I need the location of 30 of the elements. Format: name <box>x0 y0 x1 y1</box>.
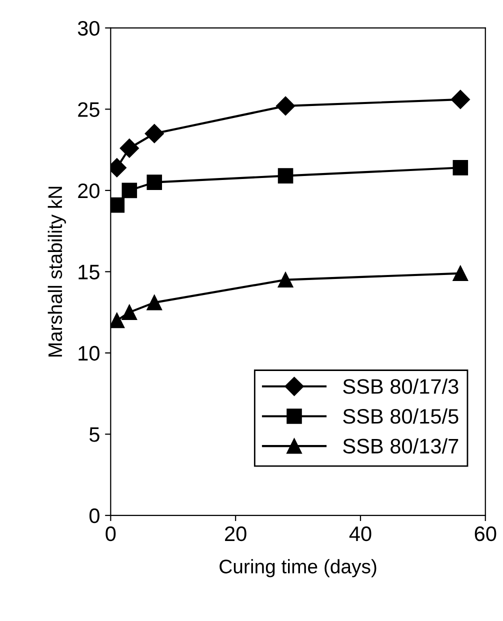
point <box>144 124 164 144</box>
x-axis-title: Curing time (days) <box>220 559 376 578</box>
point <box>120 138 139 158</box>
point <box>110 197 125 213</box>
legend-label: SSB 80/15/5 <box>343 408 458 424</box>
y-tick-label: 15 <box>78 264 100 280</box>
legend-label: SSB 80/13/7 <box>343 438 458 454</box>
legend-label: SSB 80/17/3 <box>343 378 458 394</box>
point <box>122 182 138 198</box>
point <box>146 294 162 310</box>
y-tick-label: 20 <box>78 183 100 198</box>
point <box>450 90 470 109</box>
point <box>276 96 296 116</box>
point <box>278 272 294 288</box>
x-tick-label: 0 <box>106 526 116 542</box>
x-tick-label: 60 <box>474 526 496 542</box>
point <box>452 266 468 281</box>
y-tick-label: 25 <box>78 102 100 117</box>
x-tick-label: 20 <box>225 526 246 542</box>
y-axis-title: Marshall stability kN <box>48 186 66 357</box>
point <box>146 174 162 190</box>
point <box>452 160 468 176</box>
y-tick-label: 5 <box>89 427 100 442</box>
y-tick-label: 10 <box>78 346 100 361</box>
y-tick-label: 30 <box>78 20 100 36</box>
point <box>122 304 138 320</box>
x-tick-label: 40 <box>349 526 372 542</box>
point <box>278 168 294 184</box>
point <box>110 312 125 328</box>
y-tick-label: 0 <box>89 508 100 524</box>
